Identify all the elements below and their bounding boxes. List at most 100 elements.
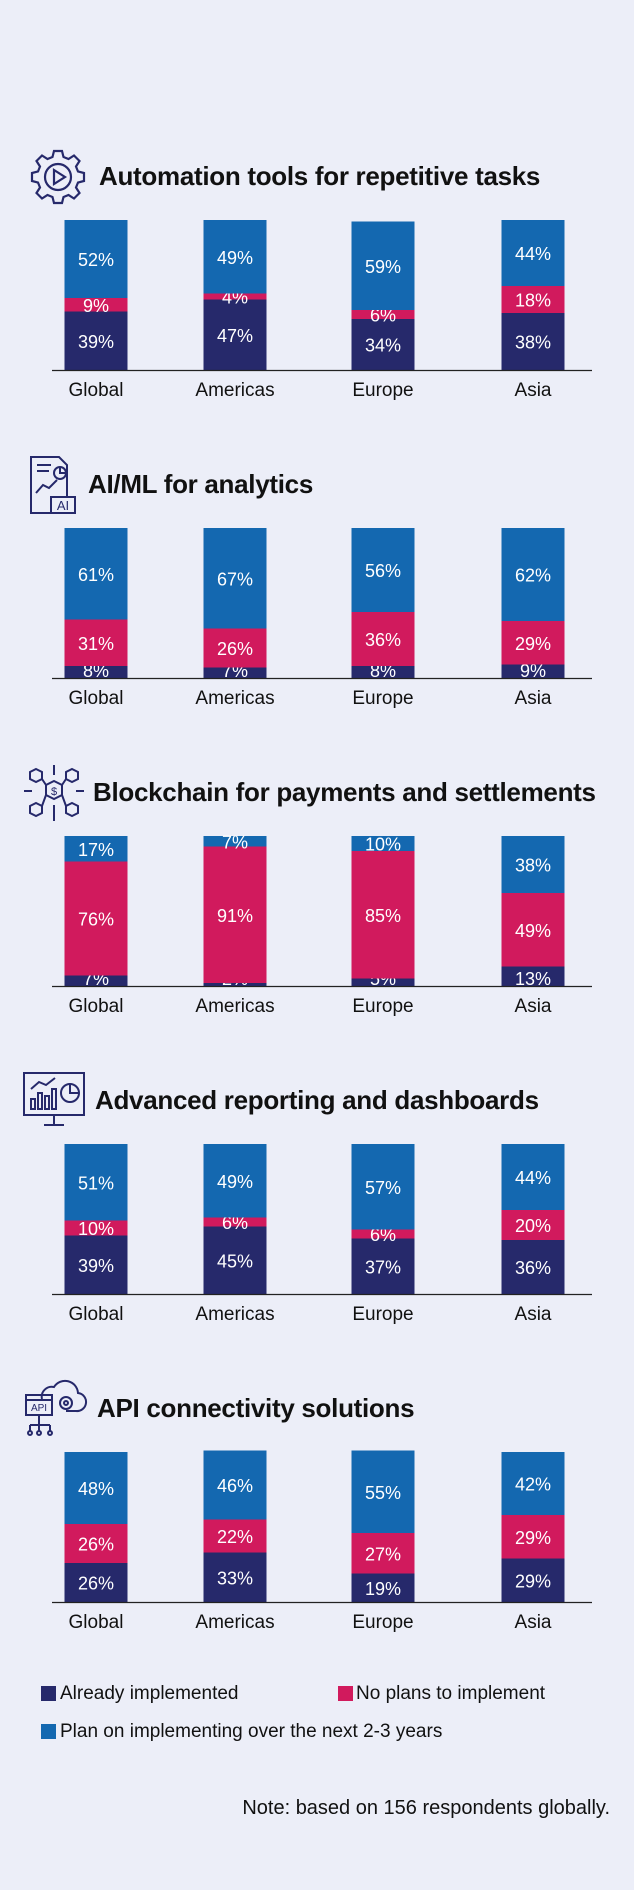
data-label: 29% [515,634,551,654]
bar-segment-plan-next-2-3-years [351,221,415,310]
data-label: 76% [78,910,114,930]
category-label: Global [69,996,124,1017]
data-label: 13% [515,969,551,989]
bar-segment-no-plans [501,621,565,665]
data-label: 48% [78,1479,114,1499]
bar-segment-plan-next-2-3-years [351,1144,415,1230]
data-label: 62% [515,566,551,586]
bar-segment-no-plans [64,298,128,312]
category-label: Europe [352,1612,413,1633]
bar-segment-already-implemented [64,1235,128,1294]
svg-text:$: $ [51,786,57,798]
bar-segment-no-plans [351,1229,415,1239]
bar-segment-no-plans [64,1220,128,1236]
bar-segment-no-plans [203,846,267,983]
chart-section-reporting: Advanced reporting and dashboards 39% 10%… [0,1069,634,1361]
api-cloud-icon: API [25,1379,87,1436]
legend-swatch-plan [41,1724,56,1739]
data-label: 44% [515,244,551,264]
bar-segment-already-implemented [203,667,267,678]
bar-segment-plan-next-2-3-years [64,220,128,298]
category-label: Europe [352,996,413,1017]
bar-segment-already-implemented [501,313,565,370]
bar-segment-already-implemented [203,299,267,370]
category-label: Europe [352,1304,413,1325]
chart-section-blockchain: $ Blockchain for payments and settlement… [0,761,634,1053]
data-label: 18% [515,291,551,311]
data-label: 56% [365,561,401,581]
data-label: 47% [217,326,253,346]
data-label: 59% [365,257,401,277]
bar-segment-no-plans [501,1515,565,1559]
data-label: 10% [78,1219,114,1239]
bar-segment-no-plans [351,612,415,666]
data-label: 38% [515,856,551,876]
chart-title: Blockchain for payments and settlements [93,777,596,807]
legend-swatch-no-plans [338,1686,353,1701]
bar-segment-no-plans [203,1217,267,1227]
category-label: Global [69,380,124,401]
data-label: 6% [370,306,396,326]
category-label: Asia [515,380,552,401]
chart-title: Automation tools for repetitive tasks [99,161,541,191]
data-label: 20% [515,1216,551,1236]
stacked-bar-chart: 39%9%52%Global47%4%49%Americas34%6%59%Eu… [52,220,592,401]
chart-title: Advanced reporting and dashboards [95,1085,539,1115]
data-label: 19% [365,1579,401,1599]
blockchain-cubes-icon: $ [24,765,84,821]
bar-segment-no-plans [203,628,267,668]
bar-segment-plan-next-2-3-years [203,528,267,629]
bar-segment-already-implemented [351,978,415,986]
legend-label-plan: Plan on implementing over the next 2-3 y… [60,1721,443,1742]
bar-segment-no-plans [501,1210,565,1240]
bar-segment-no-plans [501,893,565,967]
bar-segment-no-plans [351,851,415,979]
legend-label-no-plans: No plans to implement [356,1683,546,1704]
chart-section-ai-ml: AI AI/ML for analytics 8% 31% 61% Global 7% 2… [0,453,634,745]
bar-segment-already-implemented [351,1573,415,1602]
bar-segment-plan-next-2-3-years [501,1144,565,1210]
bar-segment-no-plans [64,619,128,666]
bar-segment-plan-next-2-3-years [501,220,565,286]
bar-segment-already-implemented [351,1238,415,1294]
data-label: 7% [222,832,248,852]
bar-segment-plan-next-2-3-years [203,1450,267,1520]
data-label: 57% [365,1178,401,1198]
chart-section-api: API API connectivity solutions 26% 26% 48%… [0,1377,634,1669]
data-label: 31% [78,634,114,654]
bar-segment-plan-next-2-3-years [203,220,267,294]
bar-segment-plan-next-2-3-years [351,1450,415,1533]
bar-segment-already-implemented [64,975,128,986]
data-label: 52% [78,250,114,270]
data-label: 29% [515,1571,551,1591]
data-label: 26% [78,1535,114,1555]
data-label: 51% [78,1173,114,1193]
bar-segment-already-implemented [501,664,565,678]
category-label: Global [69,1304,124,1325]
chart-title: AI/ML for analytics [88,469,313,499]
data-label: 26% [78,1574,114,1594]
data-label: 45% [217,1251,253,1271]
bar-segment-no-plans [351,310,415,319]
category-label: Asia [515,1612,552,1633]
bar-segment-plan-next-2-3-years [351,836,415,851]
data-label: 9% [83,296,109,316]
data-label: 27% [365,1544,401,1564]
data-label: 26% [217,639,253,659]
category-label: Americas [195,1612,274,1633]
category-label: Americas [195,380,274,401]
bar-segment-no-plans [203,1519,267,1553]
data-label: 67% [217,569,253,589]
bar-segment-plan-next-2-3-years [351,528,415,612]
data-label: 22% [217,1527,253,1547]
category-label: Americas [195,1304,274,1325]
bar-segment-already-implemented [351,319,415,370]
chart-title: API connectivity solutions [97,1393,415,1423]
bar-segment-already-implemented [203,1226,267,1294]
bar-segment-no-plans [64,1524,128,1563]
footnote: Note: based on 156 respondents globally. [242,1797,610,1819]
data-label: 49% [515,921,551,941]
data-label: 42% [515,1475,551,1495]
category-label: Asia [515,1304,552,1325]
stacked-bar-chart: 7%76%17%Global2%91%7%Americas5%85%10%Eur… [52,832,592,1017]
